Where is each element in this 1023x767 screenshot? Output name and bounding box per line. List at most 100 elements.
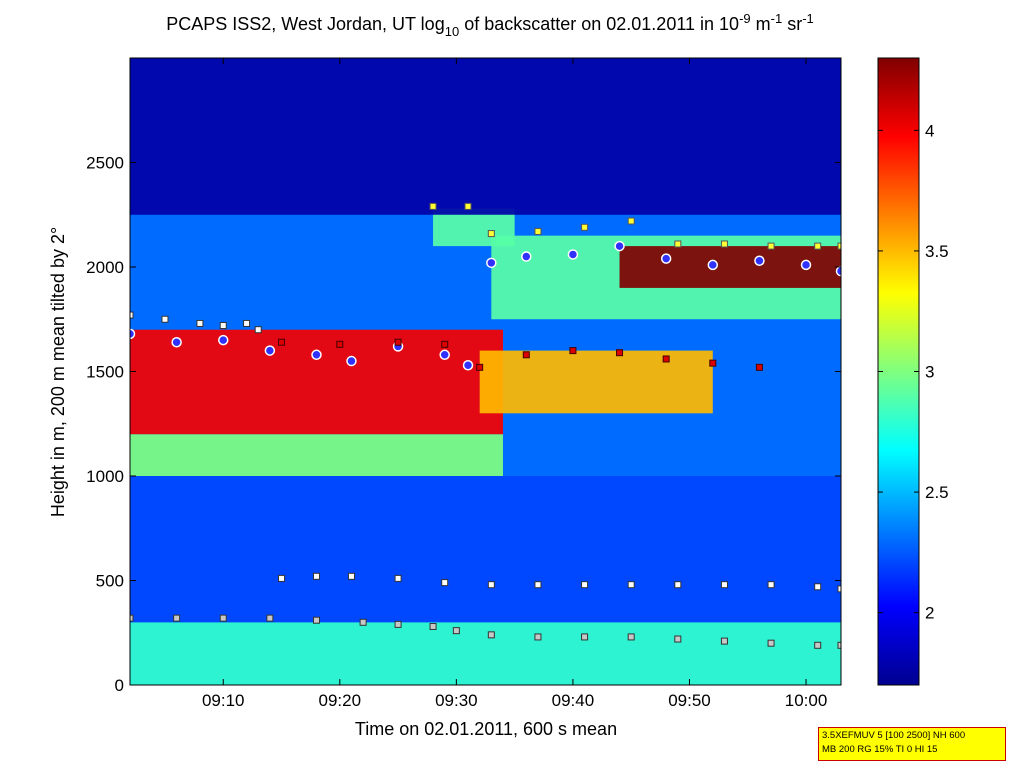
colorbar-tick-label: 2: [925, 604, 934, 623]
series-5-point: [452, 627, 460, 635]
series-3-point: [767, 242, 775, 250]
annotation-line-1: 3.5XEFMUV 5 [100 2500] NH 600: [822, 730, 966, 741]
series-1-point: [171, 336, 182, 348]
y-axis: 0 500 1000 1500 2000 2500: [86, 154, 841, 695]
series-1-point: [754, 255, 765, 266]
series-2-point: [755, 363, 763, 371]
series-1-point: [486, 257, 497, 269]
colorbar-tick-label: 3.5: [925, 242, 949, 261]
series-5-point: [429, 622, 437, 630]
series-3-point: [581, 223, 589, 231]
colorbar: [877, 57, 920, 686]
settings-annotation-box: 3.5XEFMUV 5 [100 2500] NH 600 MB 200 RG …: [818, 727, 1006, 761]
x-tick-label: 09:40: [552, 691, 595, 710]
chart-title: PCAPS ISS2, West Jordan, UT log10 of bac…: [166, 11, 814, 39]
series-4-point: [674, 581, 682, 589]
x-tick-label: 10:00: [785, 691, 828, 710]
series-5-point: [359, 618, 367, 626]
x-tick-label: 09:50: [668, 691, 711, 710]
x-tick-label: 09:10: [202, 691, 245, 710]
series-3-point: [674, 240, 682, 248]
marker-series: [130, 202, 841, 649]
series-1-point: [707, 259, 719, 271]
y-tick-label: 0: [115, 676, 124, 695]
series-1-point: [521, 251, 532, 262]
colorbar-tick-label: 2.5: [925, 483, 949, 502]
heatmap-area: [130, 58, 841, 685]
series-1-point: [264, 345, 276, 356]
series-3-point: [534, 227, 542, 235]
series-4-point: [720, 581, 728, 589]
series-3-point: [837, 242, 841, 250]
series-2-point: [441, 340, 449, 348]
series-2-point: [522, 351, 530, 359]
series-4-point: [837, 585, 841, 593]
series-2-point: [394, 338, 402, 346]
series-5-point: [173, 614, 181, 622]
series-0-point: [219, 322, 227, 330]
series-4-point: [347, 572, 355, 580]
series-3-point: [720, 240, 728, 248]
series-5-point: [581, 633, 589, 641]
series-4-point: [394, 574, 402, 582]
series-1-point: [800, 259, 812, 271]
series-5-point: [130, 614, 134, 622]
series-4-point: [441, 579, 449, 587]
series-5-point: [767, 639, 775, 647]
series-3-point: [429, 202, 437, 210]
title-subscript: 10: [445, 24, 459, 39]
heatmap-layer-3: [130, 329, 503, 435]
series-4-point: [767, 581, 775, 589]
heatmap-layer-1: [130, 476, 841, 623]
series-0-point: [243, 319, 251, 327]
x-axis: 09:10 09:20 09:30 09:40 09:50 10:00: [202, 58, 827, 710]
series-3-point: [487, 230, 495, 238]
series-5-point: [627, 633, 635, 641]
series-3-point: [464, 202, 472, 210]
series-1-point: [462, 359, 474, 371]
series-1-point: [217, 334, 229, 346]
series-0-point: [254, 326, 262, 334]
y-tick-label: 1500: [86, 363, 124, 382]
series-5-point: [674, 635, 682, 643]
x-tick-label: 09:30: [435, 691, 478, 710]
series-4-point: [278, 574, 286, 582]
series-2-point: [662, 355, 670, 363]
series-2-point: [476, 363, 484, 371]
y-tick-label: 2000: [86, 258, 124, 277]
series-0-point: [196, 319, 204, 327]
colorbar-tick-label: 3: [925, 363, 934, 382]
series-1-point: [130, 328, 136, 340]
series-2-point: [569, 347, 577, 355]
series-5-point: [266, 614, 274, 622]
series-5-point: [534, 633, 542, 641]
series-1-point: [835, 265, 841, 277]
series-5-point: [720, 637, 728, 645]
colorbar-axis: 2 2.5 3 3.5 4: [878, 121, 949, 623]
annotation-line-2: MB 200 RG 15% TI 0 HI 15: [822, 744, 938, 755]
series-1-point: [346, 355, 357, 367]
series-3-point: [627, 217, 635, 225]
series-5-point: [814, 641, 822, 649]
series-2-point: [336, 340, 344, 348]
heatmap-layer-4: [479, 350, 713, 414]
y-tick-label: 1000: [86, 467, 124, 486]
series-3-point: [814, 242, 822, 250]
series-4-point: [487, 581, 495, 589]
series-1-point: [660, 253, 672, 264]
series-5-point: [487, 631, 495, 639]
series-1-point: [311, 349, 322, 361]
y-tick-label: 2500: [86, 154, 124, 173]
x-axis-label: Time on 02.01.2011, 600 s mean: [355, 719, 617, 739]
series-1-point: [439, 349, 450, 361]
series-4-point: [627, 581, 635, 589]
series-5-point: [312, 616, 320, 624]
series-4-point: [312, 572, 320, 580]
series-1-point: [567, 249, 579, 260]
series-5-point: [219, 614, 227, 622]
heatmap-layer-8: [130, 58, 841, 215]
heatmap-layer-2: [130, 434, 503, 476]
series-0-point: [130, 311, 134, 319]
series-2-point: [709, 359, 717, 367]
